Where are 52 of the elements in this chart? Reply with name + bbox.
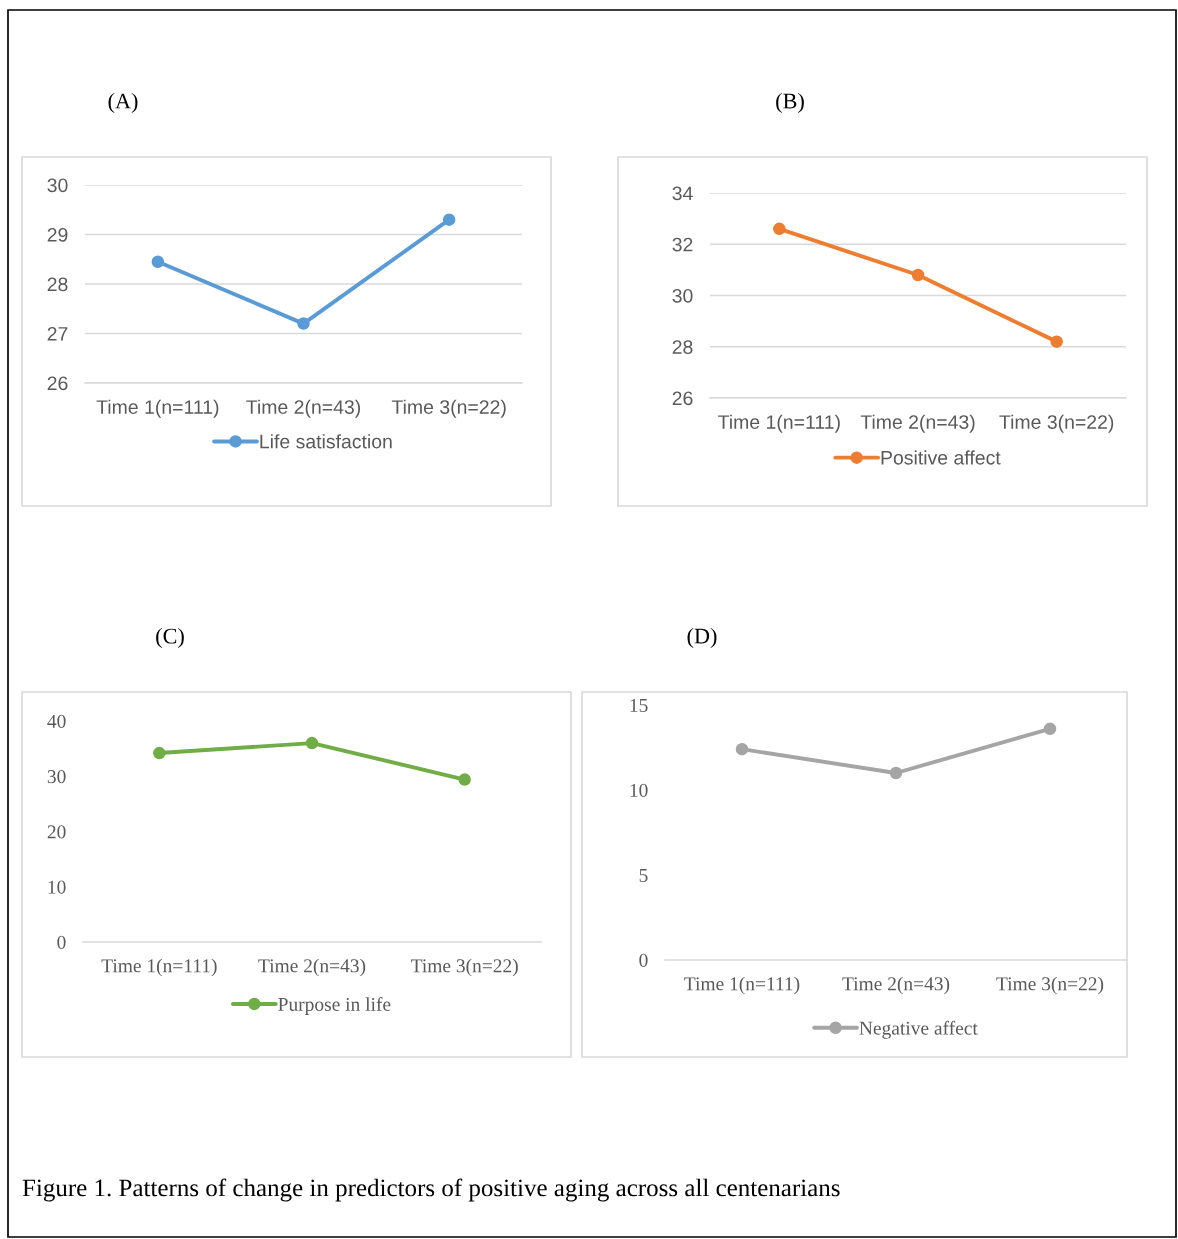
point [297,317,310,330]
legend-label: Life satisfaction [260,434,392,449]
point [889,766,903,780]
y-tick-label: 10 [630,783,648,797]
point [735,742,749,756]
y-tick-label: 34 [672,186,693,201]
x-tick-label: Time 2(n=43) [842,976,950,995]
legend-label: Negative affect [859,1020,978,1039]
chart-title: (D) [687,627,717,649]
y-tick-label: 15 [630,698,648,712]
point [153,746,166,760]
point [305,736,319,750]
y-tick-label: 0 [57,935,66,949]
y-tick-label: 30 [672,288,693,303]
x-tick-label: Time 2(n=43) [860,414,975,433]
point [458,773,471,786]
point [773,222,786,236]
x-tick-label: Time 2(n=43) [246,399,361,418]
y-tick-label: 26 [47,376,68,391]
x-tick-label: Time 1(n=111) [684,976,800,995]
y-tick-label: 29 [47,227,68,242]
point [1050,335,1063,348]
x-tick-label: Time 3(n=22) [999,414,1114,433]
point [911,268,925,282]
x-tick-label: Time 3(n=22) [996,976,1104,995]
x-tick-label: Time 1(n=111) [718,414,840,433]
point [442,213,456,226]
y-tick-label: 30 [47,178,68,193]
y-tick-label: 40 [47,714,66,728]
caption: Figure 1. Patterns of change in predictors of positive aging across all centenarians [22,1178,840,1202]
y-tick-label: 5 [639,869,648,882]
y-tick-label: 10 [48,880,66,894]
x-tick-label: Time 3(n=22) [411,958,518,977]
y-tick-label: 28 [672,340,693,354]
y-tick-label: 27 [47,326,68,341]
x-tick-label: Time 1(n=111) [101,958,217,977]
point [1043,722,1057,736]
y-tick-label: 30 [47,770,66,784]
legend-label: Purpose in life [278,997,391,1015]
legend-label: Positive affect [881,450,1001,465]
chart-title: (B) [776,92,804,114]
x-tick-label: Time 2(n=43) [258,958,366,977]
y-tick-label: 0 [639,953,648,967]
y-tick-label: 28 [47,277,68,292]
chart-title: (C) [156,627,184,649]
x-tick-label: Time 3(n=22) [391,399,506,418]
chart-title: (A) [108,92,138,114]
y-tick-label: 20 [47,825,66,839]
y-tick-label: 26 [672,391,693,406]
point [151,255,165,268]
x-tick-label: Time 1(n=111) [96,399,219,418]
y-tick-label: 32 [672,237,693,252]
